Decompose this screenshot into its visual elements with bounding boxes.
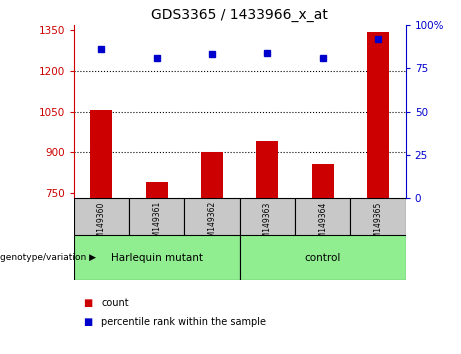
- Text: GSM149364: GSM149364: [318, 201, 327, 247]
- Bar: [240, 198, 295, 235]
- Bar: [129, 198, 184, 235]
- Text: GSM149363: GSM149363: [263, 201, 272, 247]
- Title: GDS3365 / 1433966_x_at: GDS3365 / 1433966_x_at: [151, 8, 328, 22]
- Bar: [350, 198, 406, 235]
- Text: GSM149365: GSM149365: [373, 201, 383, 247]
- Text: count: count: [101, 298, 129, 308]
- Bar: [367, 32, 389, 198]
- Bar: [74, 198, 129, 235]
- Text: Harlequin mutant: Harlequin mutant: [111, 252, 203, 263]
- Bar: [201, 152, 223, 198]
- Bar: [295, 198, 350, 235]
- Text: genotype/variation ▶: genotype/variation ▶: [0, 253, 96, 262]
- Text: ■: ■: [83, 298, 92, 308]
- Text: GSM149361: GSM149361: [152, 201, 161, 247]
- Bar: [256, 141, 278, 198]
- Text: GSM149362: GSM149362: [207, 201, 217, 247]
- Text: control: control: [305, 252, 341, 263]
- Bar: [184, 198, 240, 235]
- Bar: [90, 110, 112, 198]
- Bar: [240, 235, 406, 280]
- Bar: [74, 235, 240, 280]
- Bar: [312, 164, 334, 198]
- Text: percentile rank within the sample: percentile rank within the sample: [101, 317, 266, 327]
- Bar: [146, 182, 168, 198]
- Text: ■: ■: [83, 317, 92, 327]
- Text: GSM149360: GSM149360: [97, 201, 106, 247]
